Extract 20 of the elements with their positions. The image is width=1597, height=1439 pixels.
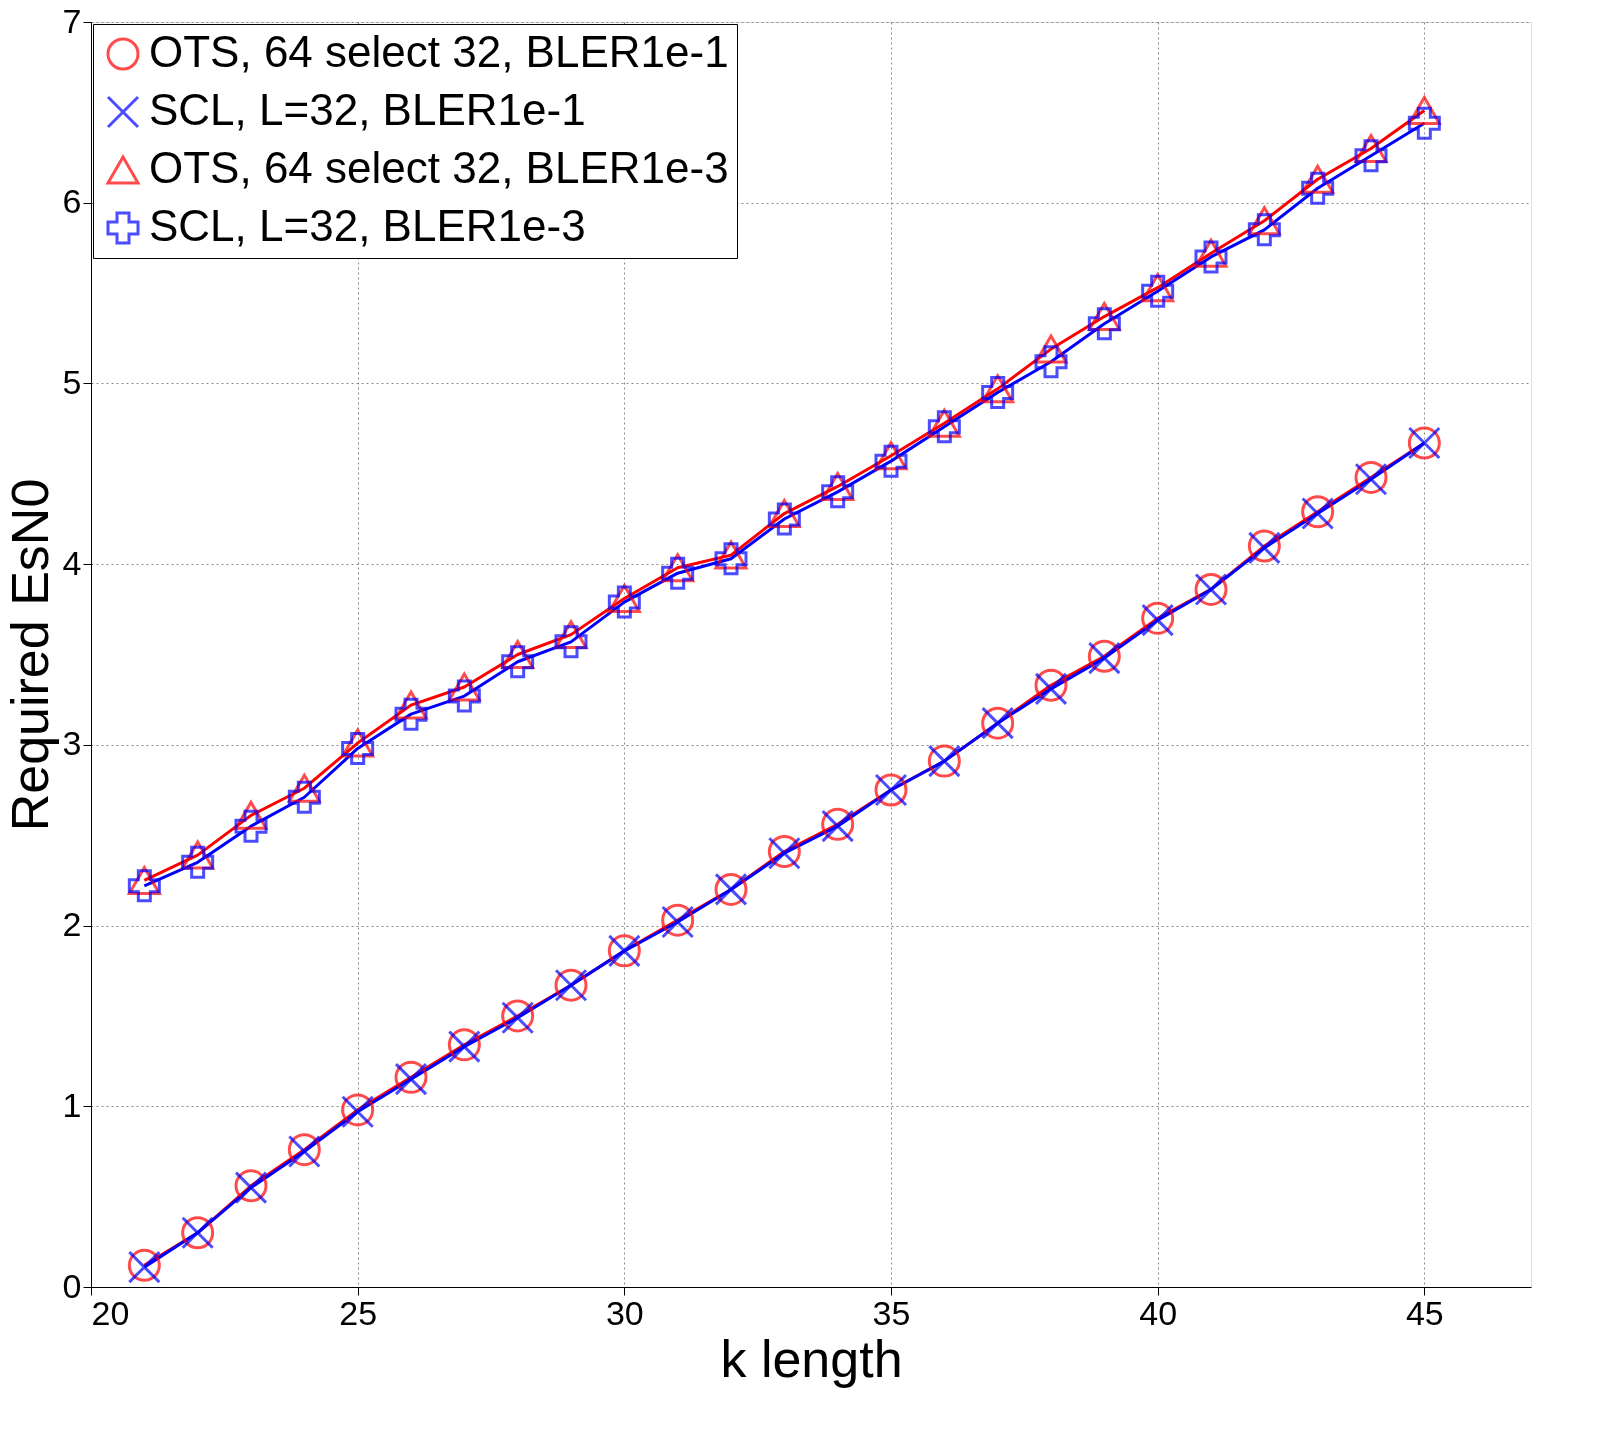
y-tick-label: 6 (62, 182, 82, 221)
x-tick-label: 25 (339, 1293, 378, 1332)
y-tick-label: 7 (62, 1, 82, 40)
y-axis-title: Required EsN0 (0, 478, 59, 832)
y-tick-label: 1 (62, 1085, 82, 1124)
y-tick-label: 3 (62, 724, 82, 763)
y-tick-label: 2 (62, 905, 82, 944)
legend-label: OTS, 64 select 32, BLER1e-1 (149, 27, 729, 76)
legend-label: SCL, L=32, BLER1e-3 (149, 201, 586, 250)
x-tick-label: 35 (872, 1293, 911, 1332)
x-tick-label: 45 (1405, 1293, 1444, 1332)
legend-label: SCL, L=32, BLER1e-1 (149, 85, 586, 134)
x-axis-title: k length (720, 1329, 903, 1388)
legend-label: OTS, 64 select 32, BLER1e-3 (149, 143, 729, 192)
y-tick-label: 4 (62, 543, 82, 582)
y-tick-label: 0 (62, 1266, 82, 1305)
x-tick-label: 20 (91, 1293, 130, 1332)
x-tick-label: 40 (1139, 1293, 1178, 1332)
x-tick-label: 30 (605, 1293, 644, 1332)
y-tick-label: 5 (62, 362, 82, 401)
